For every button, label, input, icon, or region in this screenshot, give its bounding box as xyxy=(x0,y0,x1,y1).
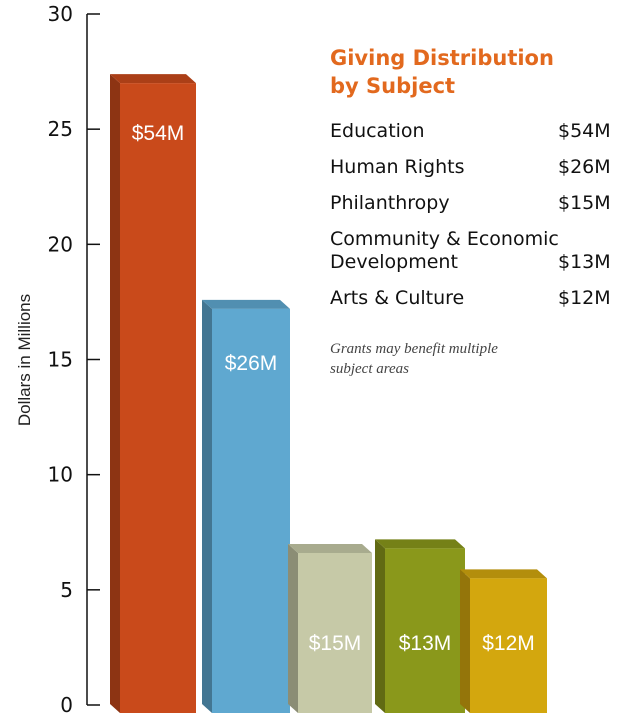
bar-side xyxy=(202,299,212,713)
legend-amount: $54M xyxy=(558,120,611,142)
bar-top xyxy=(288,543,372,553)
bar-top xyxy=(202,299,290,309)
y-tick-label: 25 xyxy=(48,117,73,141)
y-tick-label: 10 xyxy=(48,463,73,487)
legend-label: Human Rights xyxy=(330,156,465,178)
y-tick-label: 0 xyxy=(60,693,73,717)
y-axis-title: Dollars in Millions xyxy=(15,294,34,426)
bar-label: $12M xyxy=(482,632,535,655)
bar xyxy=(120,83,196,714)
bar xyxy=(212,308,290,713)
bar-label: $13M xyxy=(399,632,452,655)
bar xyxy=(385,548,465,713)
legend-amount: $26M xyxy=(558,156,611,178)
legend-label: Education xyxy=(330,120,425,142)
bar-side xyxy=(375,539,385,713)
y-tick-label: 15 xyxy=(48,348,73,372)
bar-label: $26M xyxy=(225,352,278,375)
legend-amount: $12M xyxy=(558,287,611,309)
chart-title: Giving Distribution by Subject xyxy=(330,46,561,98)
note: Grants may benefit multiple subject area… xyxy=(330,341,502,377)
bar-label: $54M xyxy=(132,122,185,145)
y-tick-label: 20 xyxy=(48,232,73,256)
y-tick-label: 30 xyxy=(48,2,73,26)
bar xyxy=(298,552,372,713)
bar xyxy=(470,578,547,713)
bar-top xyxy=(375,539,465,549)
y-tick-label: 5 xyxy=(60,578,73,602)
legend-label: Community & Economic Development xyxy=(330,228,565,273)
legend-amount: $13M xyxy=(558,251,611,273)
legend-amount: $15M xyxy=(558,192,611,214)
bar-top xyxy=(110,74,196,84)
legend-label: Arts & Culture xyxy=(330,287,464,309)
bar-side xyxy=(288,543,298,713)
bar-side xyxy=(460,569,470,713)
bar-label: $15M xyxy=(309,632,362,655)
bar-top xyxy=(460,569,547,579)
legend-label: Philanthropy xyxy=(330,192,450,214)
bar-side xyxy=(110,74,120,714)
